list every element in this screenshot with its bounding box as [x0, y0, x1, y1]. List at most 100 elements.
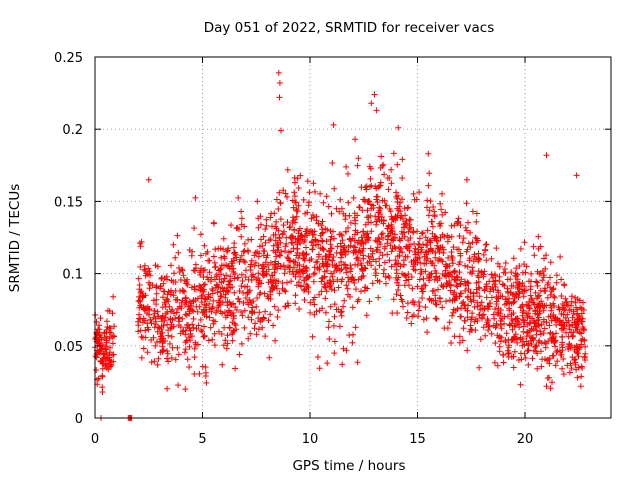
data-point — [233, 254, 240, 261]
data-point — [306, 189, 313, 196]
data-point — [267, 236, 274, 243]
data-point — [311, 270, 318, 277]
data-point — [197, 271, 204, 278]
data-point — [569, 314, 576, 321]
data-point — [437, 200, 444, 207]
data-point — [475, 255, 482, 261]
data-point — [241, 324, 248, 331]
data-point — [543, 319, 550, 326]
data-point — [557, 351, 564, 358]
data-point — [297, 172, 304, 179]
data-point — [161, 275, 168, 282]
data-point — [573, 172, 580, 179]
data-point — [200, 282, 207, 288]
data-point — [554, 347, 561, 354]
data-point — [376, 255, 383, 262]
data-point — [534, 365, 541, 372]
data-point — [492, 340, 499, 346]
data-point — [381, 197, 388, 204]
data-point — [512, 322, 519, 329]
x-tick-label: 5 — [198, 432, 206, 447]
data-point — [157, 349, 164, 356]
data-point — [369, 250, 376, 257]
data-point — [403, 315, 410, 321]
data-point — [350, 194, 357, 201]
data-point — [546, 374, 552, 381]
data-point — [476, 364, 483, 371]
data-point — [563, 299, 570, 306]
data-point — [343, 347, 350, 354]
data-point — [177, 277, 184, 283]
data-point — [220, 342, 227, 349]
data-point — [541, 288, 548, 295]
data-point — [196, 370, 203, 377]
data-point — [351, 280, 358, 286]
data-point — [260, 252, 267, 259]
x-tick-label: 10 — [302, 432, 319, 447]
data-point — [368, 228, 375, 235]
x-tick-label: 20 — [517, 432, 534, 447]
data-point — [273, 225, 280, 232]
data-point — [476, 293, 483, 300]
data-point — [546, 360, 553, 367]
data-point — [99, 389, 106, 395]
data-point — [209, 304, 216, 310]
data-point — [284, 254, 291, 261]
data-point — [329, 262, 336, 268]
data-point — [195, 322, 202, 329]
data-point — [384, 175, 391, 181]
data-point — [341, 297, 348, 304]
data-point — [456, 339, 463, 346]
data-point — [313, 308, 320, 315]
data-point — [401, 229, 407, 236]
data-point — [245, 289, 252, 295]
data-point — [572, 356, 579, 363]
data-point — [192, 194, 199, 201]
data-point — [138, 333, 145, 340]
data-point — [360, 228, 367, 235]
data-point — [218, 262, 225, 269]
data-point — [352, 220, 359, 227]
data-point — [473, 210, 480, 217]
data-point — [407, 216, 414, 223]
data-point — [186, 364, 193, 370]
data-point — [190, 267, 197, 274]
data-point — [460, 325, 467, 332]
data-point — [162, 301, 169, 307]
data-point — [489, 274, 496, 281]
data-point — [392, 257, 399, 264]
data-point — [315, 253, 322, 260]
data-point — [239, 278, 246, 284]
data-point — [448, 253, 455, 260]
data-point — [483, 257, 490, 264]
data-point — [268, 283, 275, 290]
data-point — [358, 262, 365, 269]
data-point — [409, 285, 416, 292]
data-point — [454, 218, 461, 225]
data-point — [501, 282, 508, 289]
data-point — [261, 248, 268, 255]
data-point — [230, 315, 237, 322]
data-point — [581, 354, 588, 361]
data-point — [307, 299, 314, 306]
data-point — [495, 289, 502, 296]
data-point — [463, 176, 470, 183]
data-point — [274, 246, 281, 253]
data-point — [401, 271, 408, 278]
data-point — [418, 269, 425, 275]
data-point — [422, 268, 429, 275]
data-point — [313, 213, 320, 220]
data-point — [572, 322, 579, 329]
data-point — [253, 303, 260, 310]
data-point — [361, 196, 368, 203]
data-point — [346, 212, 353, 219]
data-point — [434, 277, 441, 284]
data-point — [296, 306, 303, 312]
data-point — [426, 295, 433, 302]
data-point — [532, 344, 539, 351]
data-point — [219, 361, 226, 368]
y-tick-label: 0.25 — [54, 51, 83, 66]
data-point — [550, 285, 557, 292]
data-point — [467, 269, 474, 276]
data-point — [257, 213, 264, 220]
